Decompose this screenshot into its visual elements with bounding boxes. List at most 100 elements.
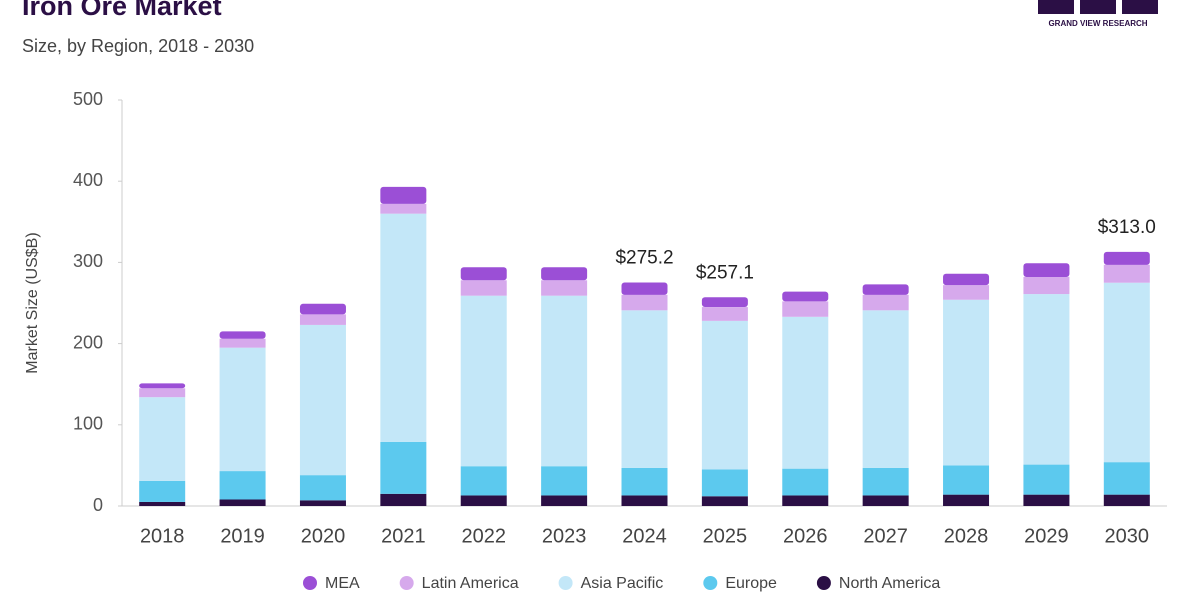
logo-block (1038, 0, 1074, 14)
bar-segment (1023, 494, 1070, 506)
bar-segment (943, 494, 990, 506)
bar-segment (943, 465, 990, 495)
legend-label: Europe (725, 575, 777, 592)
y-tick-label: 500 (73, 89, 103, 109)
bar-segment (380, 186, 427, 204)
x-tick-label: 2029 (1024, 525, 1069, 547)
bar-segment (782, 301, 829, 317)
bar-segment (943, 273, 990, 286)
bar-segment (701, 307, 748, 321)
x-tick-label: 2030 (1105, 525, 1150, 547)
bar-segment (139, 501, 186, 506)
x-tick-label: 2020 (301, 525, 346, 547)
bar-segment (782, 495, 829, 506)
bar-segment (299, 475, 346, 501)
bar-segment (219, 499, 266, 506)
bar-segment (1023, 277, 1070, 295)
bar-segment (701, 496, 748, 506)
x-tick-label: 2028 (944, 525, 989, 547)
bar-segment (541, 267, 588, 281)
bar-segment (621, 294, 668, 311)
legend-swatch (399, 576, 414, 590)
bar-segment (621, 310, 668, 468)
bar-segment (701, 297, 748, 308)
bar-segment (299, 314, 346, 325)
bar-segment (862, 495, 909, 506)
bar-segment (541, 280, 588, 296)
bar-segment (701, 469, 748, 497)
bar-segment (862, 310, 909, 468)
bar-segment (1103, 494, 1150, 506)
logo-text: GRAND VIEW RESEARCH (1048, 19, 1147, 28)
bar-segment (1103, 264, 1150, 283)
bar-segment (299, 303, 346, 315)
legend-label: North America (839, 575, 940, 592)
bar-segment (380, 493, 427, 506)
bar-segment (943, 285, 990, 300)
total-label: $275.2 (615, 248, 673, 269)
bar-segment (1103, 282, 1150, 463)
x-tick-label: 2027 (863, 525, 908, 547)
bar-segment (1103, 251, 1150, 265)
x-tick-label: 2023 (542, 525, 587, 547)
x-tick-label: 2024 (622, 525, 667, 547)
bar-segment (621, 495, 668, 506)
bar-segment (621, 282, 668, 295)
bar-segment (1023, 464, 1070, 495)
logo: GRAND VIEW RESEARCH (1038, 0, 1158, 28)
bar-segment (1023, 263, 1070, 278)
y-axis-label: Market Size (US$B) (24, 232, 41, 373)
bar-segment (380, 441, 427, 494)
total-label: $313.0 (1098, 217, 1156, 238)
legend-swatch (703, 576, 718, 590)
bar-segment (219, 331, 266, 339)
legend-swatch (303, 576, 317, 590)
bar-segment (621, 467, 668, 496)
bar-segment (219, 338, 266, 348)
legend-swatch (816, 576, 831, 590)
x-tick-label: 2022 (461, 525, 506, 547)
bar-segment (299, 324, 346, 476)
bar-segment (219, 347, 266, 472)
bar-segment (782, 291, 829, 302)
total-label: $257.1 (696, 262, 754, 283)
logo-block (1080, 0, 1116, 14)
bar-segment (139, 383, 186, 389)
y-tick-label: 400 (73, 170, 103, 190)
bar-segment (862, 284, 909, 295)
y-tick-label: 300 (73, 251, 103, 271)
legend-label: MEA (325, 575, 360, 592)
bar-segment (1103, 462, 1150, 495)
legend-label: Latin America (422, 575, 519, 592)
bar-segment (1023, 294, 1070, 465)
bar-segment (862, 294, 909, 311)
x-tick-label: 2026 (783, 525, 828, 547)
y-tick-label: 100 (73, 414, 103, 434)
bar-segment (782, 316, 829, 469)
bar-segment (139, 397, 186, 481)
bar-segment (380, 203, 427, 214)
y-tick-label: 0 (93, 495, 103, 515)
x-tick-label: 2019 (220, 525, 265, 547)
chart-subtitle: Size, by Region, 2018 - 2030 (22, 36, 254, 56)
bar-segment (701, 320, 748, 470)
bar-segment (139, 480, 186, 502)
legend-label: Asia Pacific (581, 575, 664, 592)
y-tick-label: 200 (73, 332, 103, 352)
bar-segment (460, 495, 507, 506)
chart-title: Iron Ore Market (22, 0, 222, 21)
bar-segment (460, 267, 507, 281)
legend-swatch (558, 576, 573, 590)
bar-segment (299, 500, 346, 506)
bar-segment (380, 213, 427, 442)
bar-segment (541, 295, 588, 467)
logo-block (1122, 0, 1158, 14)
bar-segment (943, 299, 990, 466)
bar-segment (541, 495, 588, 506)
bar-segment (541, 466, 588, 496)
bar-segment (782, 468, 829, 496)
bar-segment (460, 466, 507, 496)
bar-segment (219, 471, 266, 500)
